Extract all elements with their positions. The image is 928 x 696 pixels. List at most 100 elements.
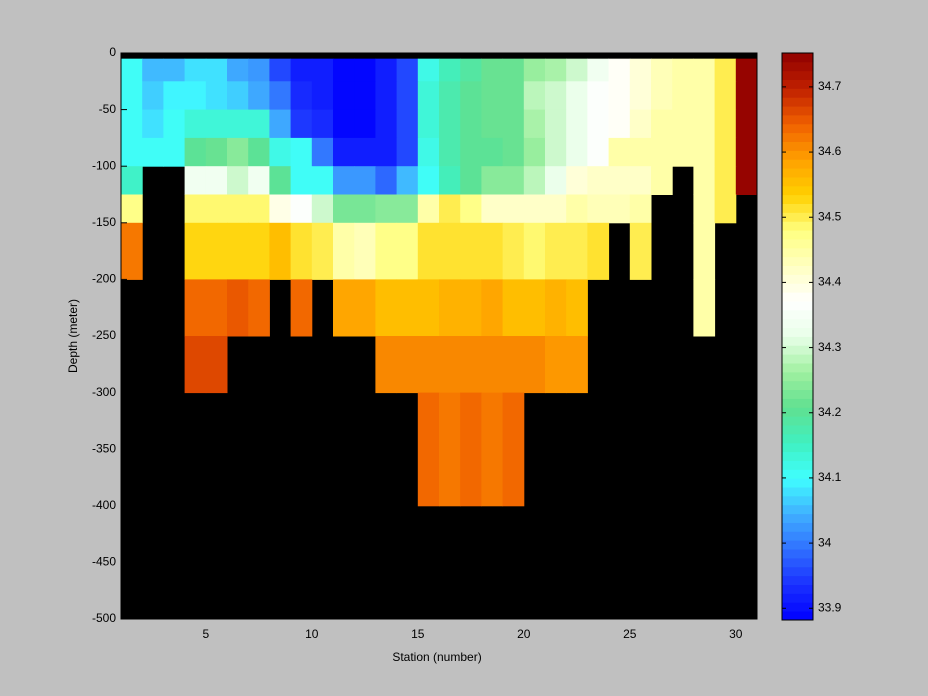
heatmap-cell (396, 109, 419, 139)
heatmap-cell (396, 137, 419, 167)
colorbar-band (782, 70, 813, 80)
heatmap-cell (121, 81, 143, 111)
heatmap-cell (608, 81, 631, 111)
heatmap-cell (227, 109, 249, 139)
heatmap-cell (311, 137, 334, 167)
heatmap-cell (375, 137, 398, 167)
heatmap-cell (629, 109, 652, 139)
heatmap-cell (269, 222, 292, 280)
heatmap-cell (375, 109, 398, 139)
colorbar-band (782, 97, 813, 107)
colorbar-tick-label: 34.7 (818, 79, 842, 93)
heatmap-cell (227, 58, 249, 82)
heatmap-cell (629, 222, 652, 280)
colorbar-band (782, 318, 813, 329)
heatmap-cell (205, 81, 228, 111)
heatmap-cell (566, 194, 588, 224)
heatmap-cell (354, 279, 376, 337)
heatmap-cell (311, 166, 334, 195)
colorbar-band (782, 549, 813, 559)
heatmap-cell (693, 109, 716, 139)
colorbar-band (782, 292, 813, 302)
heatmap-cell (502, 137, 525, 167)
heatmap-cell (227, 222, 249, 280)
heatmap-cell (439, 336, 461, 394)
heatmap-cell (439, 58, 461, 82)
colorbar-tick-label: 34.3 (818, 340, 842, 354)
heatmap-cell (163, 137, 186, 167)
heatmap-cell (205, 194, 228, 224)
heatmap-cell (714, 58, 737, 82)
heatmap-cell (481, 336, 504, 394)
heatmap-cell (311, 109, 334, 139)
heatmap-cell (248, 194, 270, 224)
heatmap-cell (481, 109, 504, 139)
y-tick-label: -200 (92, 272, 116, 286)
colorbar-band (782, 274, 813, 284)
heatmap-cell (629, 137, 652, 167)
heatmap-cell (205, 137, 228, 167)
heatmap-cell (523, 222, 546, 280)
colorbar-band (782, 531, 813, 541)
colorbar-band (782, 495, 813, 506)
x-tick-label: 20 (517, 627, 531, 641)
colorbar-band (782, 407, 813, 417)
colorbar-band (782, 150, 813, 160)
heatmap-cell (375, 166, 398, 195)
colorbar-tick-label: 33.9 (818, 600, 842, 614)
heatmap-cell (439, 279, 461, 337)
colorbar-tick-label: 34.1 (818, 470, 842, 484)
heatmap-cell (269, 109, 292, 139)
colorbar-tick-label: 34.5 (818, 209, 842, 223)
colorbar-band (782, 575, 813, 585)
heatmap-cell (354, 222, 376, 280)
heatmap-cell (460, 194, 482, 224)
heatmap-cell (566, 58, 588, 82)
heatmap-cell (481, 166, 504, 195)
heatmap-cell (142, 109, 164, 139)
heatmap-cell (311, 222, 334, 280)
heatmap-cell (545, 109, 567, 139)
colorbar-band (782, 380, 813, 391)
colorbar-band (782, 540, 813, 550)
colorbar-band (782, 185, 813, 196)
colorbar-band (782, 194, 813, 205)
heatmap-cell (439, 392, 461, 507)
heatmap-cell (672, 58, 694, 82)
x-axis-label: Station (number) (392, 650, 481, 664)
heatmap-cell (333, 279, 355, 337)
colorbar-band (782, 442, 813, 453)
heatmap-cell (460, 137, 482, 167)
heatmap-cell (439, 222, 461, 280)
heatmap-cell (417, 336, 440, 394)
heatmap-cell (205, 58, 228, 82)
heatmap-cell (523, 336, 546, 394)
colorbar-band (782, 469, 813, 479)
heatmap-cell (608, 194, 631, 224)
heatmap-cell (333, 194, 355, 224)
colorbar-band (782, 230, 813, 240)
colorbar-band (782, 327, 813, 337)
heatmap-cell (481, 137, 504, 167)
heatmap-cell (227, 166, 249, 195)
heatmap-cell (502, 166, 525, 195)
heatmap-cell (439, 194, 461, 224)
heatmap-cell (439, 137, 461, 167)
y-tick-label: -400 (92, 498, 116, 512)
heatmap-cell (439, 81, 461, 111)
heatmap-cell (651, 58, 673, 82)
colorbar-band (782, 159, 813, 169)
heatmap-cell (121, 58, 143, 82)
colorbar-band (782, 557, 813, 568)
heatmap-cell (142, 58, 164, 82)
colorbar-band (782, 504, 813, 515)
heatmap-cell (290, 58, 313, 82)
heatmap-cell (460, 166, 482, 195)
heatmap-cell (523, 137, 546, 167)
heatmap-cell (545, 81, 567, 111)
heatmap-cell (672, 137, 694, 167)
heatmap-cell (311, 194, 334, 224)
heatmap-cell (460, 222, 482, 280)
heatmap-cell (566, 166, 588, 195)
